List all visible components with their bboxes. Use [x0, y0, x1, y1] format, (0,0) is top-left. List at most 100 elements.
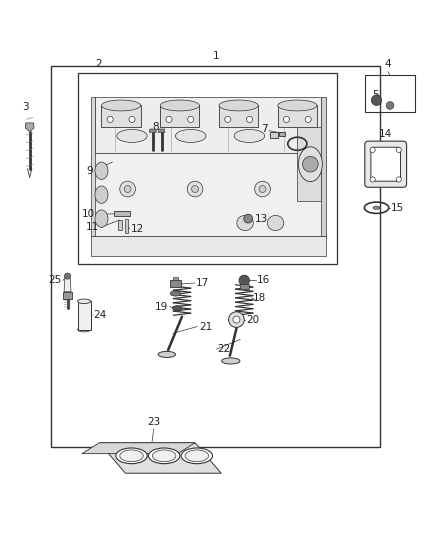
- Polygon shape: [63, 292, 72, 299]
- Text: 21: 21: [199, 321, 213, 332]
- Text: 6: 6: [308, 139, 315, 149]
- Polygon shape: [149, 129, 156, 133]
- FancyBboxPatch shape: [371, 147, 400, 181]
- Bar: [279, 132, 285, 136]
- Polygon shape: [64, 277, 71, 292]
- Ellipse shape: [152, 450, 176, 462]
- Ellipse shape: [170, 291, 181, 296]
- Text: 16: 16: [257, 276, 271, 286]
- Ellipse shape: [219, 100, 258, 111]
- Text: 1: 1: [212, 51, 219, 61]
- Polygon shape: [82, 443, 195, 454]
- Text: 19: 19: [155, 302, 169, 312]
- Polygon shape: [124, 220, 128, 232]
- Text: 14: 14: [378, 130, 392, 140]
- Circle shape: [187, 116, 194, 123]
- Text: 13: 13: [254, 214, 268, 224]
- Text: 22: 22: [218, 344, 231, 354]
- Circle shape: [396, 177, 401, 182]
- Ellipse shape: [95, 210, 108, 228]
- Text: 17: 17: [196, 278, 209, 288]
- Polygon shape: [114, 211, 130, 216]
- Ellipse shape: [116, 448, 147, 464]
- Polygon shape: [158, 129, 165, 133]
- Ellipse shape: [78, 299, 91, 304]
- Text: 2: 2: [95, 59, 102, 69]
- Text: 8: 8: [152, 122, 159, 132]
- Circle shape: [371, 95, 382, 106]
- Text: 7: 7: [261, 124, 268, 134]
- Circle shape: [370, 147, 375, 152]
- Ellipse shape: [102, 100, 141, 111]
- Polygon shape: [170, 280, 181, 287]
- Circle shape: [191, 185, 198, 192]
- Circle shape: [247, 116, 253, 123]
- Circle shape: [107, 116, 113, 123]
- Text: 9: 9: [86, 166, 93, 176]
- Text: 4: 4: [385, 59, 391, 69]
- Circle shape: [305, 116, 311, 123]
- Polygon shape: [99, 443, 221, 473]
- Polygon shape: [173, 277, 178, 280]
- Text: 15: 15: [391, 203, 404, 213]
- Polygon shape: [93, 154, 323, 236]
- Text: 12: 12: [131, 224, 144, 234]
- Polygon shape: [321, 97, 325, 236]
- Ellipse shape: [185, 450, 208, 462]
- Ellipse shape: [267, 215, 284, 231]
- Bar: [51, 66, 380, 447]
- Bar: [365, 75, 415, 112]
- Ellipse shape: [173, 305, 182, 311]
- Ellipse shape: [176, 130, 206, 142]
- FancyBboxPatch shape: [365, 141, 406, 187]
- Polygon shape: [78, 301, 91, 329]
- Text: 25: 25: [48, 276, 61, 286]
- Circle shape: [244, 214, 253, 223]
- Ellipse shape: [158, 351, 176, 358]
- Text: 3: 3: [22, 102, 28, 112]
- Ellipse shape: [95, 162, 108, 180]
- Ellipse shape: [278, 100, 317, 111]
- Ellipse shape: [120, 450, 143, 462]
- Polygon shape: [95, 97, 321, 154]
- Circle shape: [254, 181, 270, 197]
- Ellipse shape: [160, 100, 199, 111]
- Ellipse shape: [181, 448, 212, 464]
- Ellipse shape: [298, 147, 322, 182]
- Text: 5: 5: [373, 90, 379, 100]
- Text: 23: 23: [147, 417, 160, 426]
- Circle shape: [229, 312, 244, 327]
- Circle shape: [370, 177, 375, 182]
- Polygon shape: [297, 127, 321, 201]
- Text: 24: 24: [94, 310, 107, 320]
- Polygon shape: [91, 236, 325, 256]
- Circle shape: [166, 116, 172, 123]
- Ellipse shape: [95, 186, 108, 204]
- Text: 20: 20: [247, 314, 260, 325]
- Bar: [270, 133, 278, 138]
- Circle shape: [283, 116, 290, 123]
- Circle shape: [386, 102, 394, 109]
- Polygon shape: [102, 106, 141, 127]
- Ellipse shape: [222, 358, 240, 364]
- Polygon shape: [278, 106, 317, 127]
- Circle shape: [225, 116, 231, 123]
- Polygon shape: [118, 220, 121, 230]
- Bar: [78, 73, 336, 264]
- Circle shape: [124, 185, 131, 192]
- Polygon shape: [160, 106, 199, 127]
- Circle shape: [64, 273, 71, 279]
- Ellipse shape: [117, 130, 147, 142]
- Circle shape: [239, 275, 250, 286]
- Polygon shape: [91, 97, 95, 236]
- Text: 18: 18: [253, 293, 266, 303]
- Polygon shape: [25, 123, 34, 132]
- Text: 11: 11: [86, 222, 99, 232]
- Polygon shape: [219, 106, 258, 127]
- Text: 10: 10: [82, 209, 95, 219]
- Circle shape: [187, 181, 203, 197]
- Ellipse shape: [373, 206, 380, 209]
- Ellipse shape: [78, 327, 91, 332]
- Ellipse shape: [237, 215, 253, 231]
- Circle shape: [303, 156, 318, 172]
